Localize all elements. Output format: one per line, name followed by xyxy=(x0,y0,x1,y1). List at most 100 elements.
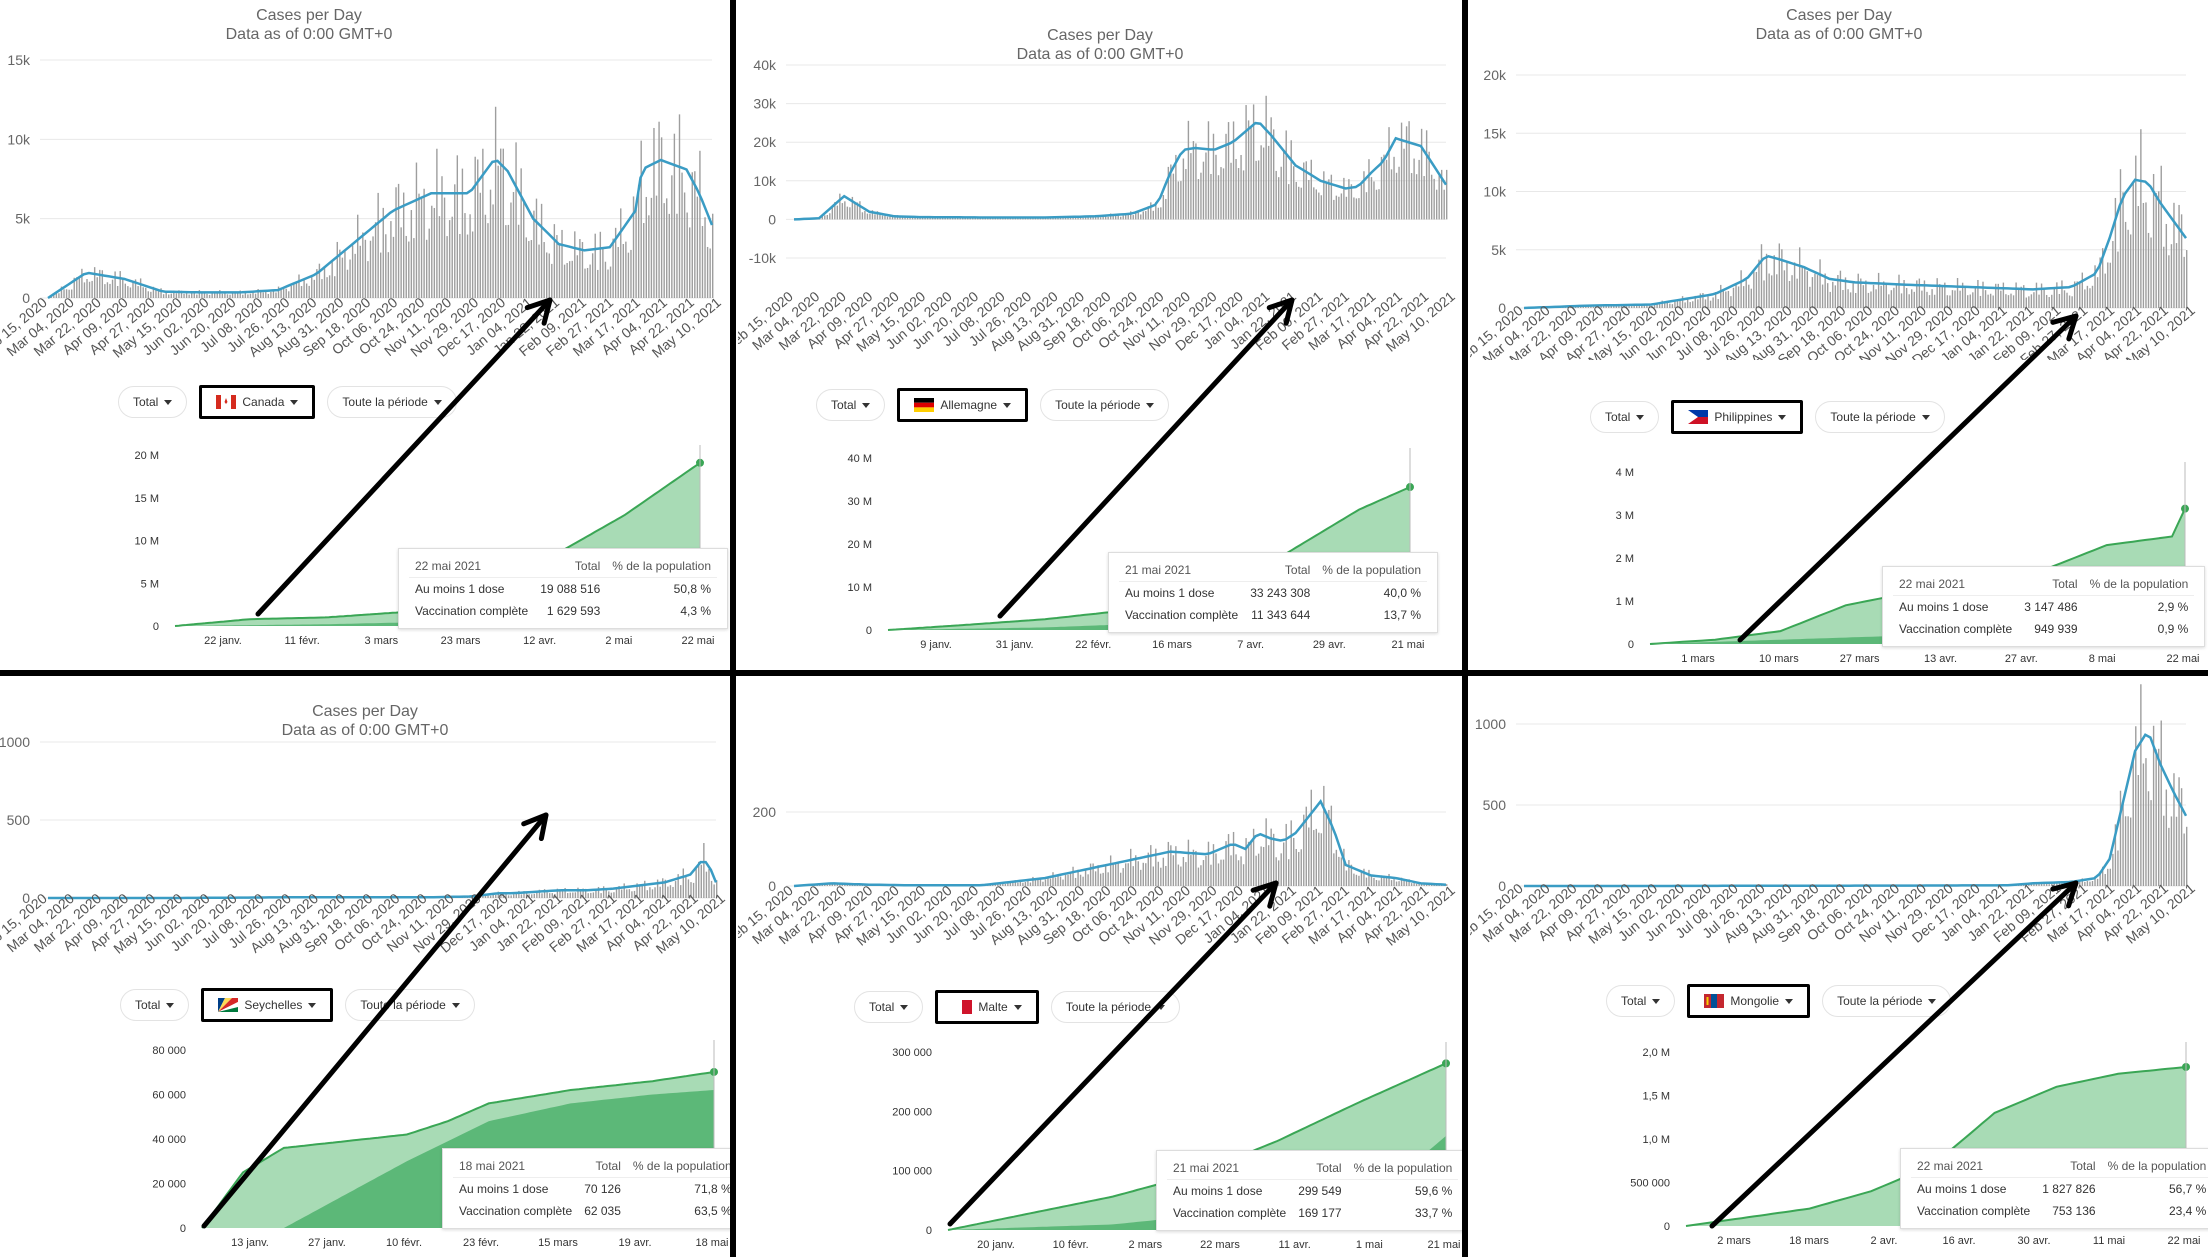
period-dropdown[interactable]: Toute la période xyxy=(1815,401,1945,433)
case-bar xyxy=(372,236,374,298)
case-bar xyxy=(303,278,305,298)
total-dropdown[interactable]: Total xyxy=(816,389,886,421)
case-bar xyxy=(861,212,864,220)
tooltip-total-col: Total xyxy=(1292,1157,1348,1180)
case-bar xyxy=(272,289,275,298)
case-bar xyxy=(1643,304,1646,308)
case-bar xyxy=(899,216,901,220)
case-bar xyxy=(1305,806,1307,886)
tooltip-pct-col: % de la population xyxy=(2101,1155,2208,1178)
country-dropdown[interactable]: Allemagne xyxy=(897,388,1029,422)
case-bar xyxy=(1109,855,1112,886)
case-bar xyxy=(438,216,441,298)
case-bar xyxy=(2129,234,2132,308)
case-bar xyxy=(1225,133,1227,220)
case-bar xyxy=(1956,277,1959,308)
case-bar xyxy=(513,894,515,898)
case-bar xyxy=(2155,749,2157,886)
period-dropdown[interactable]: Toute la période xyxy=(1040,389,1170,421)
total-dropdown[interactable]: Total xyxy=(120,989,190,1021)
case-bar xyxy=(1982,281,1984,308)
country-dropdown[interactable]: Philippines xyxy=(1671,400,1804,434)
case-bar xyxy=(1022,218,1024,220)
case-bar xyxy=(834,202,836,220)
case-bar xyxy=(1029,218,1032,220)
case-bar xyxy=(1664,303,1666,308)
case-bar xyxy=(1420,128,1423,220)
case-bar xyxy=(109,283,111,298)
country-dropdown[interactable]: Mongolie xyxy=(1687,984,1811,1018)
case-bar xyxy=(1773,255,1775,308)
case-bar xyxy=(2079,283,2081,308)
period-dropdown[interactable]: Toute la période xyxy=(345,989,475,1021)
case-bar xyxy=(2142,202,2145,308)
case-bar xyxy=(1222,168,1225,220)
tooltip-row-label: Au moins 1 dose xyxy=(1173,1184,1263,1198)
period-dropdown[interactable]: Toute la période xyxy=(327,386,457,418)
case-bar xyxy=(530,240,533,298)
vacc-x-tick-label: 12 avr. xyxy=(523,635,556,647)
case-bar xyxy=(1368,159,1370,220)
y-tick-label: 0 xyxy=(1498,878,1506,894)
case-bar xyxy=(677,874,679,898)
case-bar xyxy=(1092,863,1094,886)
case-bar xyxy=(1210,173,1212,220)
tooltip-header-row: 21 mai 2021 Total% de la population xyxy=(1167,1157,1459,1180)
country-dropdown[interactable]: Seychelles xyxy=(201,988,334,1022)
case-bar xyxy=(86,279,88,298)
country-dropdown[interactable]: Malte xyxy=(935,990,1039,1024)
vacc-y-tick-label: 0 xyxy=(180,1223,186,1235)
tooltip-row-total: 1 629 593 xyxy=(546,604,601,618)
total-dropdown[interactable]: Total xyxy=(1590,401,1660,433)
case-bar xyxy=(1177,181,1180,220)
case-bar xyxy=(946,217,949,220)
case-bar xyxy=(142,287,144,298)
case-bar xyxy=(1722,289,1724,308)
period-dropdown[interactable]: Toute la période xyxy=(1822,985,1952,1017)
tooltip-pct-col: % de la population xyxy=(626,1155,730,1178)
chevron-down-icon xyxy=(451,1002,460,1008)
rolling-average-line xyxy=(47,158,714,300)
case-bar xyxy=(1280,166,1282,220)
tooltip-row-pct: 71,8 % xyxy=(694,1182,730,1196)
tooltip-table: 21 mai 2021 Total% de la population Au moi… xyxy=(1167,1157,1459,1224)
y-tick-label: 10k xyxy=(7,131,31,147)
case-bar xyxy=(829,213,831,220)
total-dropdown[interactable]: Total xyxy=(854,991,924,1023)
case-bar xyxy=(921,217,924,220)
case-bar xyxy=(1340,857,1343,886)
case-bar xyxy=(1202,860,1205,886)
case-bar xyxy=(1205,855,1207,886)
tooltip-row-total: 299 549 xyxy=(1298,1184,1342,1198)
case-bar xyxy=(1157,207,1160,220)
vacc-y-tick-label: 1,0 M xyxy=(1642,1134,1670,1146)
total-dropdown[interactable]: Total xyxy=(1606,985,1676,1017)
case-bar xyxy=(1303,162,1305,220)
vacc-x-tick-label: 8 mai xyxy=(2089,653,2116,665)
period-dropdown[interactable]: Toute la période xyxy=(1050,991,1181,1023)
case-bar xyxy=(428,228,430,298)
chart-title: Cases per Day Data as of 0:00 GMT+0 xyxy=(0,702,730,740)
case-bar xyxy=(208,294,211,298)
case-bar xyxy=(2157,191,2160,308)
tooltip-row-label: Vaccination complète xyxy=(1125,608,1239,622)
case-bar xyxy=(1132,866,1134,886)
case-bar xyxy=(551,263,553,298)
case-bar xyxy=(569,892,571,898)
case-bar xyxy=(1170,164,1172,220)
case-bar xyxy=(1215,154,1217,220)
vaccination-tooltip: 22 mai 2021 Total% de la population Au moi… xyxy=(398,548,728,629)
case-bar xyxy=(568,261,571,298)
case-bar xyxy=(1237,860,1240,886)
country-dropdown[interactable]: Canada xyxy=(199,385,316,419)
case-bar xyxy=(497,165,499,298)
case-bar xyxy=(1175,154,1177,220)
chart-title-text: Cases per Day xyxy=(256,7,362,24)
case-bar xyxy=(482,148,484,298)
case-bar xyxy=(1400,877,1403,886)
case-bar xyxy=(654,887,656,898)
case-bar xyxy=(1142,862,1144,886)
case-bar xyxy=(1333,199,1335,220)
total-dropdown[interactable]: Total xyxy=(118,386,188,418)
vacc-y-tick-label: 3 M xyxy=(1616,510,1634,522)
